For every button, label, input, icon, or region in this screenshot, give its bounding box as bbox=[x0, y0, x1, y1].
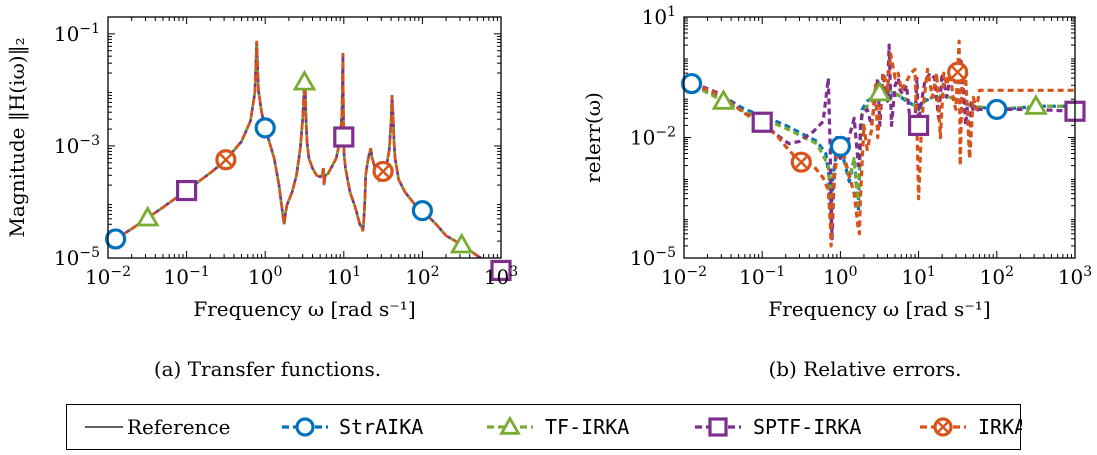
chart-a-xtick-label-2: 100 bbox=[248, 264, 282, 289]
chart-b-line-tf-irka bbox=[684, 82, 1075, 224]
chart-a-marker-tf-irka-1 bbox=[292, 69, 317, 91]
chart-b-line-irka bbox=[684, 39, 1075, 248]
legend-marker-straika bbox=[295, 417, 315, 437]
chart-b-marker-straika-0 bbox=[680, 72, 703, 95]
legend-item-reference: Reference bbox=[85, 415, 230, 439]
chart-a-line-irka bbox=[108, 40, 484, 258]
chart-a-ytick-label-2: 10−1 bbox=[54, 21, 100, 46]
relative-error-chart: 10−2 10−1 100 101 102 10310−510−2101Frequency… bbox=[581, 4, 1092, 321]
chart-a-marker-sptf-irka-0 bbox=[176, 179, 198, 202]
chart-b-axes-frame bbox=[683, 16, 1076, 259]
caption-a: (a) Transfer functions. bbox=[153, 357, 382, 381]
chart-b-marker-sptf-irka-0 bbox=[751, 111, 773, 133]
legend-marker-tf-irka bbox=[499, 415, 521, 435]
chart-b-marker-tf-irka-1 bbox=[867, 80, 892, 102]
chart-b-marker-straika-1 bbox=[829, 135, 851, 158]
transfer-function-chart: 10−2 10−1 100 101 102 10310−510−310−1Frequenc… bbox=[5, 16, 518, 321]
chart-b-marker-tf-irka-0 bbox=[711, 88, 736, 110]
legend-item-irka: IRKA bbox=[920, 415, 1026, 439]
chart-b-line-sptf-irka bbox=[684, 43, 1075, 241]
chart-b-xtick-label-0: 10−2 bbox=[661, 264, 707, 289]
chart-b-xtick-label-1: 10−1 bbox=[739, 264, 785, 289]
chart-b-minor-ticks bbox=[684, 17, 1075, 258]
legend-item-straika: StrAIKA bbox=[282, 415, 423, 439]
legend-item-tf-irka: TF-IRKA bbox=[487, 415, 629, 439]
chart-a-marker-irka-1 bbox=[372, 160, 394, 183]
chart-b-ylabel: relerr(ω) bbox=[581, 92, 605, 183]
chart-a-xtick-label-0: 10−2 bbox=[85, 264, 131, 289]
chart-b-ytick-label-2: 101 bbox=[642, 4, 676, 29]
chart-b-marker-straika-2 bbox=[986, 98, 1008, 121]
legend-label-reference: Reference bbox=[127, 415, 230, 439]
chart-a-xtick-label-5: 103 bbox=[484, 264, 518, 289]
legend-marker-irka bbox=[933, 417, 953, 437]
legend-label-irka: IRKA bbox=[978, 415, 1022, 439]
chart-a-xlabel: Frequency ω [rad s⁻¹] bbox=[193, 297, 415, 321]
legend: Reference StrAIKA TF-IRKA SPTF-IRKA IRKA bbox=[66, 404, 1026, 450]
legend-label-tf-irka: TF-IRKA bbox=[545, 415, 629, 439]
chart-b-ytick-label-1: 10−2 bbox=[630, 125, 676, 150]
chart-b-marker-irka-0 bbox=[790, 151, 812, 173]
legend-label-sptf-irka: SPTF-IRKA bbox=[753, 415, 861, 439]
chart-a-xtick-label-4: 102 bbox=[405, 264, 439, 289]
chart-b-plot-area bbox=[684, 39, 1075, 248]
chart-b-marker-sptf-irka-1 bbox=[908, 114, 930, 137]
chart-a-marker-straika-1 bbox=[254, 117, 276, 139]
chart-a-marker-straika-2 bbox=[411, 200, 433, 222]
chart-a-marker-irka-0 bbox=[215, 149, 237, 171]
chart-a-minor-ticks bbox=[108, 17, 501, 258]
chart-a-xtick-label-1: 10−1 bbox=[164, 264, 210, 289]
legend-label-straika: StrAIKA bbox=[339, 415, 423, 439]
chart-b-xtick-label-4: 102 bbox=[980, 264, 1014, 289]
chart-a-ytick-label-1: 10−3 bbox=[54, 133, 100, 158]
chart-b-marker-irka-1 bbox=[947, 61, 969, 83]
chart-b-xtick-label-3: 101 bbox=[901, 264, 935, 289]
chart-a-axes-frame bbox=[107, 16, 502, 259]
chart-b-xlabel: Frequency ω [rad s⁻¹] bbox=[768, 297, 990, 321]
caption-b: (b) Relative errors. bbox=[768, 357, 962, 381]
chart-b-xtick-label-2: 100 bbox=[823, 264, 857, 289]
legend-marker-sptf-irka bbox=[708, 417, 728, 437]
chart-a-marker-sptf-irka-2 bbox=[490, 259, 512, 282]
legend-item-sptf-irka: SPTF-IRKA bbox=[695, 415, 861, 439]
chart-b-xtick-label-5: 103 bbox=[1058, 264, 1092, 289]
chart-a-marker-straika-0 bbox=[105, 228, 127, 250]
chart-a-ylabel: Magnitude ‖H(iω)‖₂ bbox=[5, 37, 30, 237]
chart-a-marker-tf-irka-2 bbox=[449, 232, 474, 254]
chart-a-xtick-label-3: 101 bbox=[327, 264, 361, 289]
chart-b-marker-tf-irka-2 bbox=[1024, 93, 1048, 115]
chart-a-marker-tf-irka-0 bbox=[135, 205, 160, 227]
chart-a-marker-sptf-irka-1 bbox=[333, 126, 355, 148]
chart-a-plot-area bbox=[108, 40, 484, 258]
